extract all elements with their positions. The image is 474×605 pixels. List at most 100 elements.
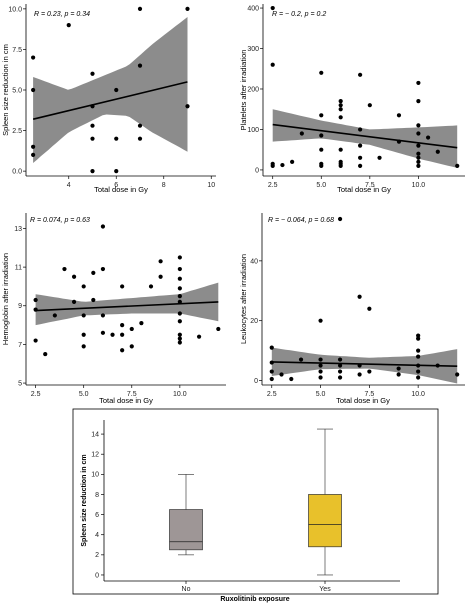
data-point bbox=[318, 363, 323, 368]
x-tick-label: 8 bbox=[162, 182, 166, 189]
data-point bbox=[177, 319, 182, 324]
data-point bbox=[270, 5, 275, 11]
data-point bbox=[319, 70, 324, 75]
x-tick-label: 7.5 bbox=[127, 391, 137, 398]
x-tick-label: 7.5 bbox=[364, 391, 374, 398]
confidence-band bbox=[35, 282, 219, 326]
box-yes: Yes bbox=[308, 428, 342, 593]
scatter-panel-b: 2.5 5.0 7.5 10.0 0 100 200 300 400 R = − 0.2, p =… bbox=[239, 4, 465, 194]
y-tick-label: 14 bbox=[91, 431, 99, 438]
data-point bbox=[416, 151, 421, 156]
scatter-panel-a: 4 6 8 10 0.0 2.5 5.0 7.5 10.0 R = 0.23, p = 0.34 T… bbox=[1, 4, 216, 194]
data-point bbox=[137, 136, 143, 141]
data-point bbox=[455, 163, 460, 168]
confidence-band bbox=[33, 17, 188, 163]
data-point bbox=[358, 127, 363, 132]
data-point bbox=[43, 351, 48, 357]
data-point bbox=[338, 103, 343, 108]
y-tick-label: 100 bbox=[247, 127, 259, 134]
y-tick-label: 20 bbox=[250, 318, 258, 325]
data-point bbox=[279, 372, 284, 377]
y-tick-label: 6 bbox=[95, 512, 99, 519]
box-iqr bbox=[308, 494, 342, 548]
data-point bbox=[90, 104, 95, 109]
data-point bbox=[81, 344, 86, 349]
data-point bbox=[270, 62, 275, 67]
data-point bbox=[358, 155, 363, 160]
data-point bbox=[299, 131, 304, 136]
x-tick-label: 10 bbox=[207, 182, 215, 189]
regression-line bbox=[32, 81, 188, 120]
data-point bbox=[177, 255, 182, 260]
boxplot-panel: 0 2 4 6 8 10 12 14 No Yes Ruxolitinib exposure Sple… bbox=[72, 408, 439, 603]
data-point bbox=[416, 99, 421, 104]
x-tick-label: 5.0 bbox=[79, 391, 89, 398]
data-point bbox=[90, 123, 95, 128]
data-point bbox=[338, 99, 343, 104]
y-tick-label: 40 bbox=[250, 258, 258, 265]
data-point bbox=[120, 284, 125, 289]
data-point bbox=[377, 155, 382, 160]
data-point bbox=[91, 297, 96, 303]
x-axis-title: Ruxolitinib exposure bbox=[220, 596, 289, 603]
data-point bbox=[139, 321, 144, 326]
data-point bbox=[357, 372, 362, 377]
y-tick-label: 5 bbox=[18, 380, 22, 387]
x-tick-label: No bbox=[182, 586, 191, 593]
data-point bbox=[416, 123, 421, 128]
data-point bbox=[416, 163, 421, 168]
data-point bbox=[416, 131, 421, 136]
data-point bbox=[435, 363, 440, 368]
data-point bbox=[177, 294, 182, 299]
data-point bbox=[90, 136, 95, 141]
data-point bbox=[435, 149, 440, 154]
x-axis-title: Total dose in Gy bbox=[99, 396, 153, 405]
data-point bbox=[91, 270, 96, 276]
data-point bbox=[177, 332, 182, 337]
data-point bbox=[318, 369, 323, 374]
data-point bbox=[216, 326, 221, 332]
x-tick-label: 5.0 bbox=[316, 391, 326, 398]
data-point bbox=[100, 330, 106, 335]
data-point bbox=[319, 133, 324, 138]
data-point bbox=[158, 259, 163, 264]
confidence-band bbox=[272, 109, 458, 168]
data-point bbox=[33, 307, 38, 312]
data-point bbox=[177, 311, 182, 316]
data-point bbox=[100, 313, 106, 318]
y-tick-label: 9 bbox=[18, 303, 22, 310]
data-point bbox=[416, 363, 421, 368]
data-point bbox=[367, 103, 372, 108]
data-point bbox=[185, 104, 190, 109]
x-axis-title: Total dose in Gy bbox=[94, 185, 148, 194]
x-axis-title: Total dose in Gy bbox=[336, 396, 390, 405]
data-point bbox=[120, 322, 125, 328]
regression-line bbox=[271, 361, 458, 367]
data-point bbox=[33, 338, 38, 343]
data-point bbox=[114, 169, 119, 174]
data-point bbox=[52, 313, 57, 318]
data-point bbox=[396, 372, 401, 377]
data-point bbox=[289, 376, 294, 382]
data-point bbox=[416, 333, 421, 338]
data-point bbox=[358, 163, 363, 168]
y-tick-label: 300 bbox=[247, 46, 259, 53]
x-tick-label: Yes bbox=[319, 586, 331, 593]
x-tick-label: 2.5 bbox=[267, 391, 277, 398]
scatter-panel-d: 2.5 5.0 7.5 10.0 0 20 40 R = − 0.064, p = 0.68 T… bbox=[239, 213, 465, 405]
x-tick-label: 6 bbox=[114, 182, 118, 189]
data-point bbox=[425, 135, 431, 140]
data-point bbox=[416, 155, 421, 160]
x-tick-label: 10.0 bbox=[173, 391, 187, 398]
data-point bbox=[319, 147, 324, 152]
data-point bbox=[185, 6, 190, 11]
x-tick-label: 7.5 bbox=[365, 182, 375, 189]
y-axis-title: Platelets after irradiation bbox=[239, 50, 248, 131]
data-point bbox=[33, 297, 38, 303]
data-point bbox=[269, 376, 274, 382]
data-point bbox=[90, 169, 95, 174]
data-point bbox=[416, 159, 421, 164]
data-point bbox=[319, 163, 324, 168]
data-point bbox=[416, 336, 421, 341]
data-point bbox=[114, 87, 119, 93]
